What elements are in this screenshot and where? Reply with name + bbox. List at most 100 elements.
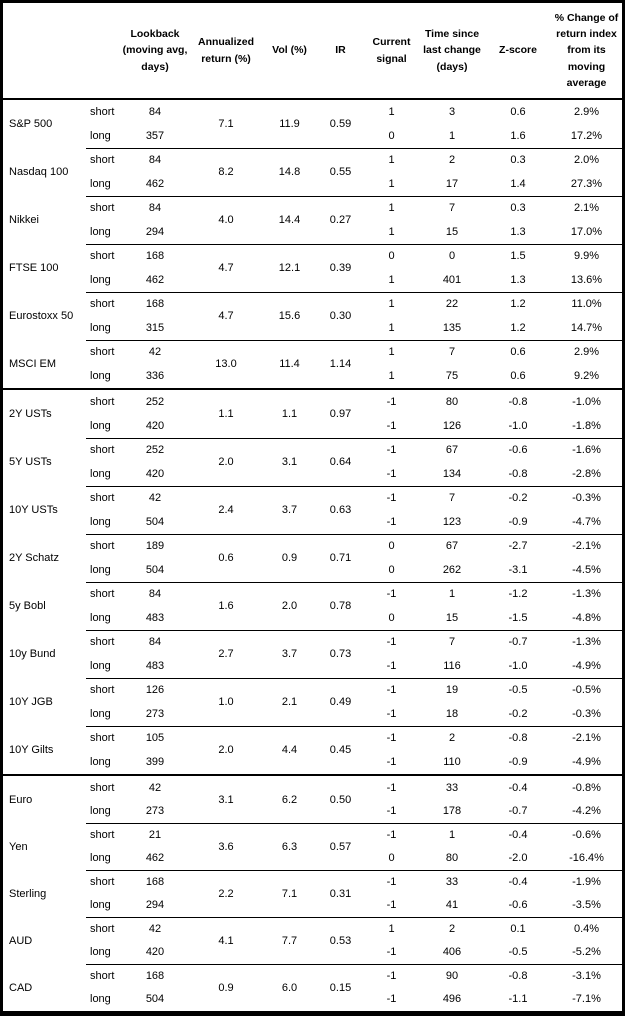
asset-group-10y-jgb: 10Y JGB 1.0 2.1 0.49 short 126 -1 19 -0.5 -0.5% lo… (3, 678, 622, 726)
pct-change-value: -2.1% (572, 732, 601, 744)
time-since-value: 90 (445, 969, 459, 982)
leg-label: long (90, 612, 111, 624)
table-body: S&P 500 7.1 11.9 0.59 short 84 1 3 0.6 2.9% long 35… (3, 100, 622, 1011)
time-since-value: 2 (448, 732, 456, 744)
signal-value: -1 (386, 875, 397, 888)
vol-value: 14.4 (278, 214, 301, 226)
ir-value: 0.59 (329, 118, 352, 130)
time-since-value: 18 (445, 708, 459, 720)
zscore-value: -0.4 (508, 781, 528, 794)
pct-change-value: 0.4% (573, 922, 600, 935)
time-since-value: 262 (442, 564, 462, 576)
leg-label: short (90, 969, 115, 982)
section-bonds: 2Y USTs 1.1 1.1 0.97 short 252 -1 80 -0.8 -1.0% lo… (3, 388, 622, 774)
ir-value: 0.39 (329, 262, 352, 274)
vol-value: 3.7 (281, 648, 298, 660)
header-lookback: Lookback (moving avg, days) (122, 28, 188, 73)
zscore-value: -0.4 (508, 875, 528, 888)
pct-change-value: -1.3% (572, 636, 601, 648)
leg-label: long (90, 370, 111, 382)
annualized-return-value: 3.6 (218, 840, 234, 853)
ir-value: 0.97 (329, 408, 352, 420)
leg-label: short (90, 922, 115, 935)
zscore-value: -1.0 (508, 660, 528, 672)
ir-value: 0.45 (329, 744, 352, 756)
time-since-value: 406 (442, 946, 462, 959)
signal-value: -1 (386, 805, 397, 818)
asset-name: Nikkei (9, 214, 39, 226)
lookback-value: 294 (145, 899, 165, 912)
asset-group-eurostoxx-50: Eurostoxx 50 4.7 15.6 0.30 short 168 1 22 1.2 11.… (3, 292, 622, 340)
leg-label: short (90, 684, 115, 696)
time-since-value: 135 (442, 322, 462, 334)
header-pct-change: % Change of return index from its moving… (554, 11, 619, 89)
section-equities: S&P 500 7.1 11.9 0.59 short 84 1 3 0.6 2.9% long 35… (3, 100, 622, 388)
ir-value: 0.27 (329, 214, 352, 226)
time-since-value: 7 (448, 346, 456, 358)
lookback-value: 483 (145, 612, 165, 624)
leg-label: long (90, 756, 111, 768)
time-since-value: 2 (448, 922, 456, 935)
asset-name: Euro (9, 793, 33, 806)
pct-change-value: -2.8% (572, 468, 601, 480)
zscore-value: -0.4 (508, 828, 528, 841)
lookback-value: 84 (148, 636, 162, 648)
pct-change-value: -0.3% (572, 492, 601, 504)
ir-value: 1.14 (329, 358, 352, 370)
lookback-value: 42 (148, 346, 162, 358)
time-since-value: 7 (448, 492, 456, 504)
leg-label: long (90, 322, 111, 334)
leg-label: short (90, 106, 115, 118)
pct-change-value: -1.9% (572, 875, 601, 888)
signal-value: 0 (388, 250, 395, 262)
section-fx: Euro 3.1 6.2 0.50 short 42 -1 33 -0.4 -0.8% long 27… (3, 774, 622, 1011)
ir-value: 0.31 (329, 887, 352, 900)
annualized-return-value: 0.9 (218, 981, 234, 994)
zscore-value: 1.2 (510, 298, 526, 310)
vol-value: 15.6 (278, 310, 301, 322)
asset-name: AUD (9, 934, 33, 947)
asset-group-10y-bund: 10y Bund 2.7 3.7 0.73 short 84 -1 7 -0.7 -1.3% lon… (3, 630, 622, 678)
lookback-value: 462 (145, 178, 165, 190)
pct-change-value: -1.3% (572, 588, 601, 600)
asset-name: 5Y USTs (9, 456, 52, 468)
zscore-value: 1.2 (510, 322, 526, 334)
signal-value: -1 (386, 732, 397, 744)
lookback-value: 462 (145, 852, 165, 865)
leg-label: long (90, 516, 111, 528)
asset-group-10y-gilts: 10Y Gilts 2.0 4.4 0.45 short 105 -1 2 -0.8 -2.1% l… (3, 726, 622, 774)
lookback-value: 336 (145, 370, 165, 382)
pct-change-value: -4.2% (572, 805, 601, 818)
lookback-value: 168 (145, 875, 165, 888)
zscore-value: 0.6 (510, 370, 526, 382)
pct-change-value: -4.9% (572, 756, 601, 768)
leg-label: long (90, 274, 111, 286)
pct-change-value: 2.1% (573, 202, 600, 214)
time-since-value: 33 (445, 875, 459, 888)
leg-label: short (90, 828, 115, 841)
lookback-value: 273 (145, 708, 165, 720)
asset-name: Nasdaq 100 (9, 166, 69, 178)
asset-group-msci-em: MSCI EM 13.0 11.4 1.14 short 42 1 7 0.6 2.9% long 3… (3, 340, 622, 388)
zscore-value: -0.8 (508, 732, 528, 744)
time-since-value: 2 (448, 154, 456, 166)
pct-change-value: 9.9% (573, 250, 600, 262)
zscore-value: 1.6 (510, 130, 526, 142)
zscore-value: -1.1 (508, 993, 528, 1006)
leg-label: short (90, 346, 115, 358)
leg-label: long (90, 899, 111, 912)
annualized-return-value: 1.1 (218, 408, 234, 420)
leg-label: long (90, 564, 111, 576)
signal-value: -1 (386, 396, 397, 408)
zscore-value: -0.7 (508, 805, 528, 818)
time-since-value: 1 (448, 588, 456, 600)
time-since-value: 3 (448, 106, 456, 118)
signal-value: 0 (388, 540, 395, 552)
time-since-value: 1 (448, 828, 456, 841)
asset-group-s-p-500: S&P 500 7.1 11.9 0.59 short 84 1 3 0.6 2.9% long 35… (3, 100, 622, 148)
annualized-return-value: 8.2 (218, 166, 234, 178)
zscore-value: -2.7 (508, 540, 528, 552)
header-annualized-return: Annualized return (%) (197, 36, 254, 65)
zscore-value: -0.6 (508, 899, 528, 912)
leg-label: long (90, 660, 111, 672)
